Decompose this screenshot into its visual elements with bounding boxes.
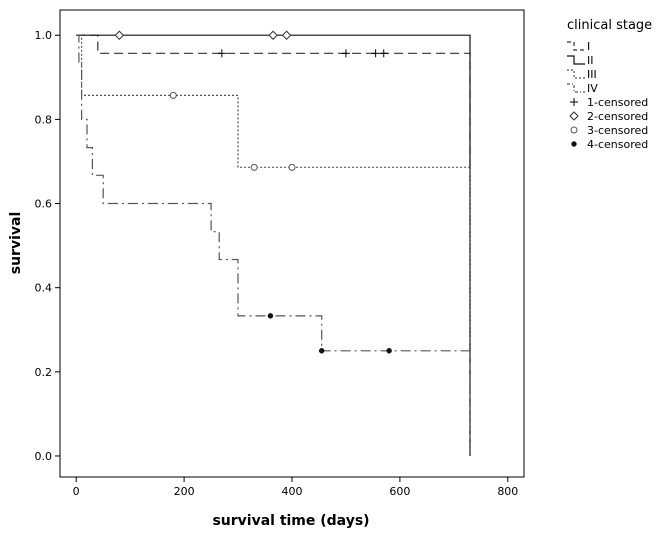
legend-title: clinical stage [567,18,652,33]
censor-marks [114,30,392,354]
legend-item: II [567,54,594,67]
legend-item: 3-censored [570,124,648,137]
legend-label: 2-censored [587,110,648,123]
censor-mark-I [341,49,350,58]
plot-frame [59,9,525,478]
legend-item: III [567,68,597,81]
censor-mark-I [217,49,226,58]
x-axis: 0 200 400 600 800 [73,477,518,498]
x-tick-label: 200 [174,485,195,498]
legend-item: 1-censored [570,96,648,109]
legend-swatch [567,41,585,51]
x-tick-label: 800 [497,485,518,498]
y-axis-title: survival [8,212,24,275]
y-tick-label: 0.8 [35,113,53,126]
y-tick-label: 0.2 [35,366,53,379]
legend-label: I [587,40,590,53]
censor-mark-IV [386,348,392,354]
censor-mark-III [250,163,258,171]
censor-mark-I [379,49,388,58]
legend-item: I [567,40,590,53]
legend-item: IV [567,82,598,95]
legend-item: 4-censored [571,138,648,151]
series-line-III [76,34,471,456]
x-tick-label: 400 [282,485,303,498]
censor-mark-III [169,91,177,99]
legend-swatch [567,83,585,93]
x-tick-label: 0 [73,485,80,498]
censor-mark-IV [318,348,325,354]
x-tick-label: 600 [389,485,410,498]
series-line-II [76,34,471,456]
legend-item: 2-censored [569,110,648,123]
censor-mark-IV [267,313,274,319]
x-axis-title: survival time (days) [212,513,369,529]
legend-label: 1-censored [587,96,648,109]
series-layer [76,34,471,456]
y-tick-label: 1.0 [35,29,53,42]
y-tick-label: 0.0 [35,450,53,463]
legend-marker [571,141,577,147]
censor-mark-II [114,30,125,40]
censor-mark-II [268,30,278,40]
legend-label: III [587,68,597,81]
legend-label: 3-censored [587,124,648,137]
legend-swatch [567,55,585,65]
y-tick-label: 0.6 [35,198,53,211]
legend: clinical stage IIIIIIIV1-censored2-censo… [567,18,652,151]
legend-label: II [587,54,594,67]
censor-mark-III [288,163,296,171]
legend-swatch [567,69,585,79]
legend-label: 4-censored [587,138,648,151]
censor-mark-II [281,30,292,40]
censor-mark-I [371,49,380,58]
legend-label: IV [587,82,598,95]
y-axis: 0.0 0.2 0.4 0.6 0.8 1.0 [35,29,60,463]
y-tick-label: 0.4 [35,282,53,295]
legend-marker [569,111,579,121]
series-line-IV [76,34,471,456]
legend-marker [570,126,578,134]
legend-marker [570,98,578,106]
